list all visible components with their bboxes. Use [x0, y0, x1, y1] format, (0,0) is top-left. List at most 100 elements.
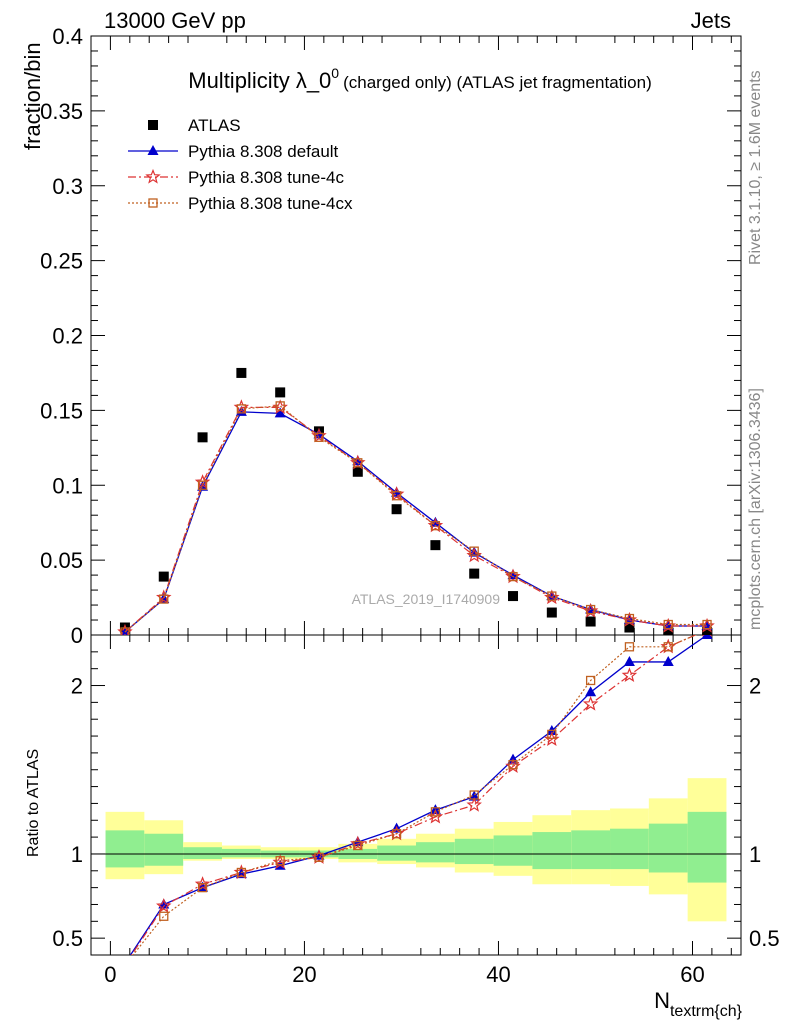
xtick-label: 20	[292, 962, 316, 987]
ratio-ytick-label-right: 0.5	[749, 926, 780, 951]
main-series-point-1	[352, 455, 364, 466]
analysis-watermark: ATLAS_2019_I1740909	[352, 591, 501, 607]
main-series-point-1	[274, 407, 286, 418]
band-inner	[144, 833, 184, 866]
ratio-ylabel: Ratio to ATLAS	[25, 749, 42, 857]
title-suffix: (charged only) (ATLAS jet fragmentation)	[343, 73, 652, 92]
ratio-series-line-2	[132, 635, 697, 955]
xtick-label: 0	[104, 962, 116, 987]
main-series-point-0	[236, 367, 247, 378]
band-inner	[571, 830, 611, 870]
x-axis-label: Ntextrm{ch}	[654, 988, 743, 1020]
main-series-point-0	[352, 466, 363, 477]
main-series-point-2	[466, 547, 482, 563]
main-series-point-3	[275, 401, 285, 411]
ratio-series-point-1	[466, 796, 482, 812]
main-series-point-0	[546, 607, 557, 618]
xtick-label: 60	[680, 962, 704, 987]
ratio-series-point-2	[547, 729, 557, 740]
main-series-point-0	[663, 625, 674, 635]
main-series-point-0	[391, 504, 402, 515]
main-series-point-0	[275, 387, 286, 398]
band-inner	[454, 838, 494, 865]
main-series	[117, 367, 715, 635]
band-inner	[610, 828, 649, 870]
legend-label: Pythia 8.308 default	[188, 142, 339, 161]
main-series-point-3	[624, 613, 635, 624]
main-series-point-3	[197, 480, 208, 490]
main-series-point-1	[468, 546, 480, 557]
legend: ATLAS Pythia 8.308 default Pythia 8.308 tu…	[128, 116, 353, 213]
main-ytick-label: 0.15	[40, 398, 83, 423]
ratio-series-point-0	[701, 635, 713, 639]
main-series-point-0	[702, 627, 713, 635]
main-series-point-0	[197, 432, 208, 443]
ratio-series-point-1	[582, 695, 599, 711]
title-superscript: 0	[331, 65, 339, 81]
ratio-series-point-0	[662, 655, 674, 666]
main-series-point-3	[469, 546, 479, 556]
ratio-series-point-2	[197, 882, 208, 893]
main-series-point-3	[120, 627, 130, 635]
main-series-point-2	[233, 399, 250, 414]
xlabel-sub: textrm{ch}	[670, 1003, 743, 1020]
legend-label: Pythia 8.308 tune-4c	[188, 168, 344, 187]
legend-marker	[148, 198, 158, 208]
main-series-point-3	[508, 571, 518, 582]
main-ytick-label: 0.2	[52, 324, 83, 349]
ratio-series-point-2	[121, 961, 129, 969]
main-series-point-2	[505, 568, 521, 584]
xlabel-main: N	[654, 988, 670, 1013]
main-series-point-2	[427, 517, 444, 533]
band-inner	[183, 847, 222, 859]
main-series-point-2	[350, 454, 366, 470]
band-inner	[532, 832, 572, 870]
main-ylabel: fraction/bin	[20, 42, 45, 150]
ratio-series-point-0	[158, 898, 170, 909]
ratio-series-point-2	[430, 807, 441, 817]
ratio-series-point-1	[119, 959, 131, 971]
band-inner	[648, 823, 688, 873]
main-series-point-3	[314, 432, 324, 442]
main-series-line-3	[124, 405, 708, 633]
band-inner	[221, 848, 261, 858]
legend-marker	[145, 168, 161, 184]
ratio-series	[119, 635, 713, 971]
ratio-frame	[90, 634, 742, 956]
ratio-series-point-1	[427, 808, 444, 824]
ratio-series-point-0	[468, 790, 480, 801]
main-series-point-0	[469, 568, 480, 579]
legend-marker	[147, 145, 159, 155]
xtick-label: 40	[486, 962, 510, 987]
ratio-series-point-2	[624, 642, 635, 652]
band-inner	[493, 835, 533, 866]
main-series-point-3	[159, 594, 169, 604]
header-right: Jets	[691, 8, 731, 33]
main-ytick-label: 0.35	[40, 99, 83, 124]
ratio-series-point-2	[391, 829, 402, 839]
main-series-point-3	[585, 604, 596, 615]
ratio-series-point-2	[663, 642, 673, 652]
legend-label: ATLAS	[188, 116, 241, 135]
ratio-series-point-2	[585, 675, 596, 686]
ratio-series-point-2	[275, 856, 285, 866]
main-series-point-1	[507, 569, 519, 580]
main-series-point-0	[158, 571, 169, 582]
main-series-point-1	[585, 603, 597, 614]
ratio-ytick-label-right: 1	[749, 842, 761, 867]
main-series-point-1	[546, 590, 558, 601]
ratio-series-point-1	[311, 849, 327, 864]
main-series-point-0	[624, 622, 635, 633]
ratio-series-line-0	[129, 635, 708, 955]
band-inner	[377, 845, 416, 861]
ratio-ytick-label: 1	[71, 842, 83, 867]
ratio-ytick-label: 0.5	[52, 926, 83, 951]
ratio-series-point-1	[233, 864, 250, 880]
header-left: 13000 GeV pp	[104, 8, 246, 33]
main-ytick-label: 0.4	[52, 24, 83, 49]
ratio-series-point-1	[156, 898, 172, 913]
main-series-point-2	[194, 474, 211, 489]
ratio-series-point-1	[660, 638, 676, 654]
main-series-line-2	[124, 406, 708, 633]
